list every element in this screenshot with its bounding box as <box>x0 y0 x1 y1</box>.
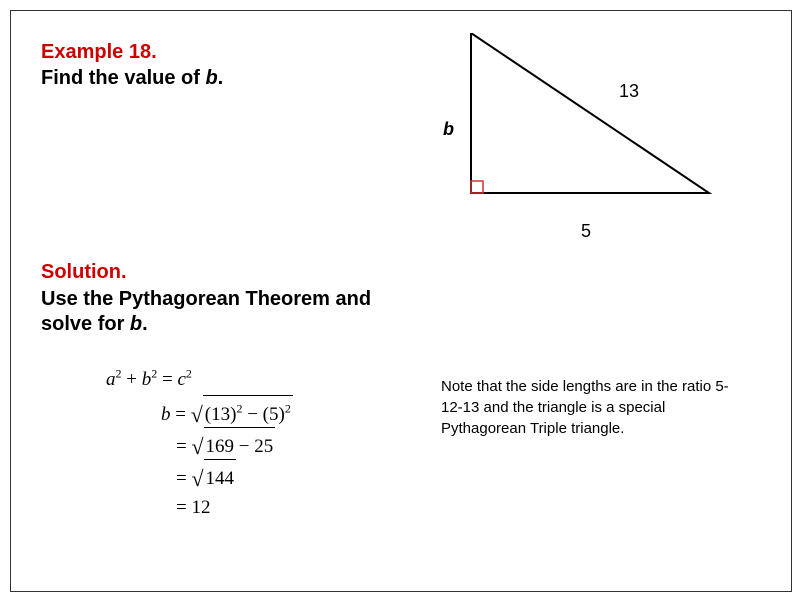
eq5-val: 12 <box>191 497 210 518</box>
label-side-5: 5 <box>581 221 591 242</box>
eq1-b: b <box>142 369 152 390</box>
prompt-suffix: . <box>218 67 224 89</box>
prompt-prefix: Find the value of <box>41 67 205 89</box>
eq1-eq: = <box>157 369 177 390</box>
prompt-var-b: b <box>205 67 217 89</box>
triangle-figure: b 13 5 <box>431 33 731 233</box>
equation-block: a2 + b2 = c2 b = (13)2 − (5)2 = 169 − 25… <box>106 361 293 521</box>
eq5-eq: = <box>176 497 191 518</box>
equation-row-5: = 12 <box>106 489 293 521</box>
eq1-c-exp: 2 <box>186 367 192 381</box>
eq4-eq: = <box>176 468 191 489</box>
equation-row-2: b = (13)2 − (5)2 <box>106 393 293 425</box>
equation-row-1: a2 + b2 = c2 <box>106 361 293 393</box>
solution-var-b: b <box>130 313 142 335</box>
eq1-a: a <box>106 369 116 390</box>
solution-line2-suffix: . <box>142 313 148 335</box>
eq2-eq: = <box>171 404 191 425</box>
equation-row-3: = 169 − 25 <box>106 425 293 457</box>
prompt-text: Find the value of b. <box>41 67 223 90</box>
solution-label: Solution. <box>41 261 127 284</box>
example-label: Example 18. <box>41 41 157 64</box>
eq1-c: c <box>177 369 185 390</box>
eq2-minus: − (5) <box>242 404 284 425</box>
page-content: Example 18. Find the value of b. b 13 5 … <box>11 11 791 591</box>
eq1-plus: + <box>122 369 142 390</box>
triangle-svg <box>431 33 731 233</box>
solution-line2-prefix: solve for <box>41 313 130 335</box>
right-angle-icon <box>471 181 483 193</box>
solution-line1: Use the Pythagorean Theorem and <box>41 288 371 310</box>
eq2-term1: (13) <box>205 404 237 425</box>
label-side-b: b <box>443 119 454 140</box>
eq2-b: b <box>161 404 171 425</box>
triangle-shape <box>471 33 709 193</box>
label-side-13: 13 <box>619 81 639 102</box>
outer-frame: Example 18. Find the value of b. b 13 5 … <box>10 10 792 592</box>
solution-instruction: Use the Pythagorean Theorem and solve fo… <box>41 287 371 337</box>
note-text: Note that the side lengths are in the ra… <box>441 376 741 439</box>
eq3-eq: = <box>176 436 191 457</box>
equation-row-4: = 144 <box>106 457 293 489</box>
eq2-exp2: 2 <box>285 402 291 416</box>
